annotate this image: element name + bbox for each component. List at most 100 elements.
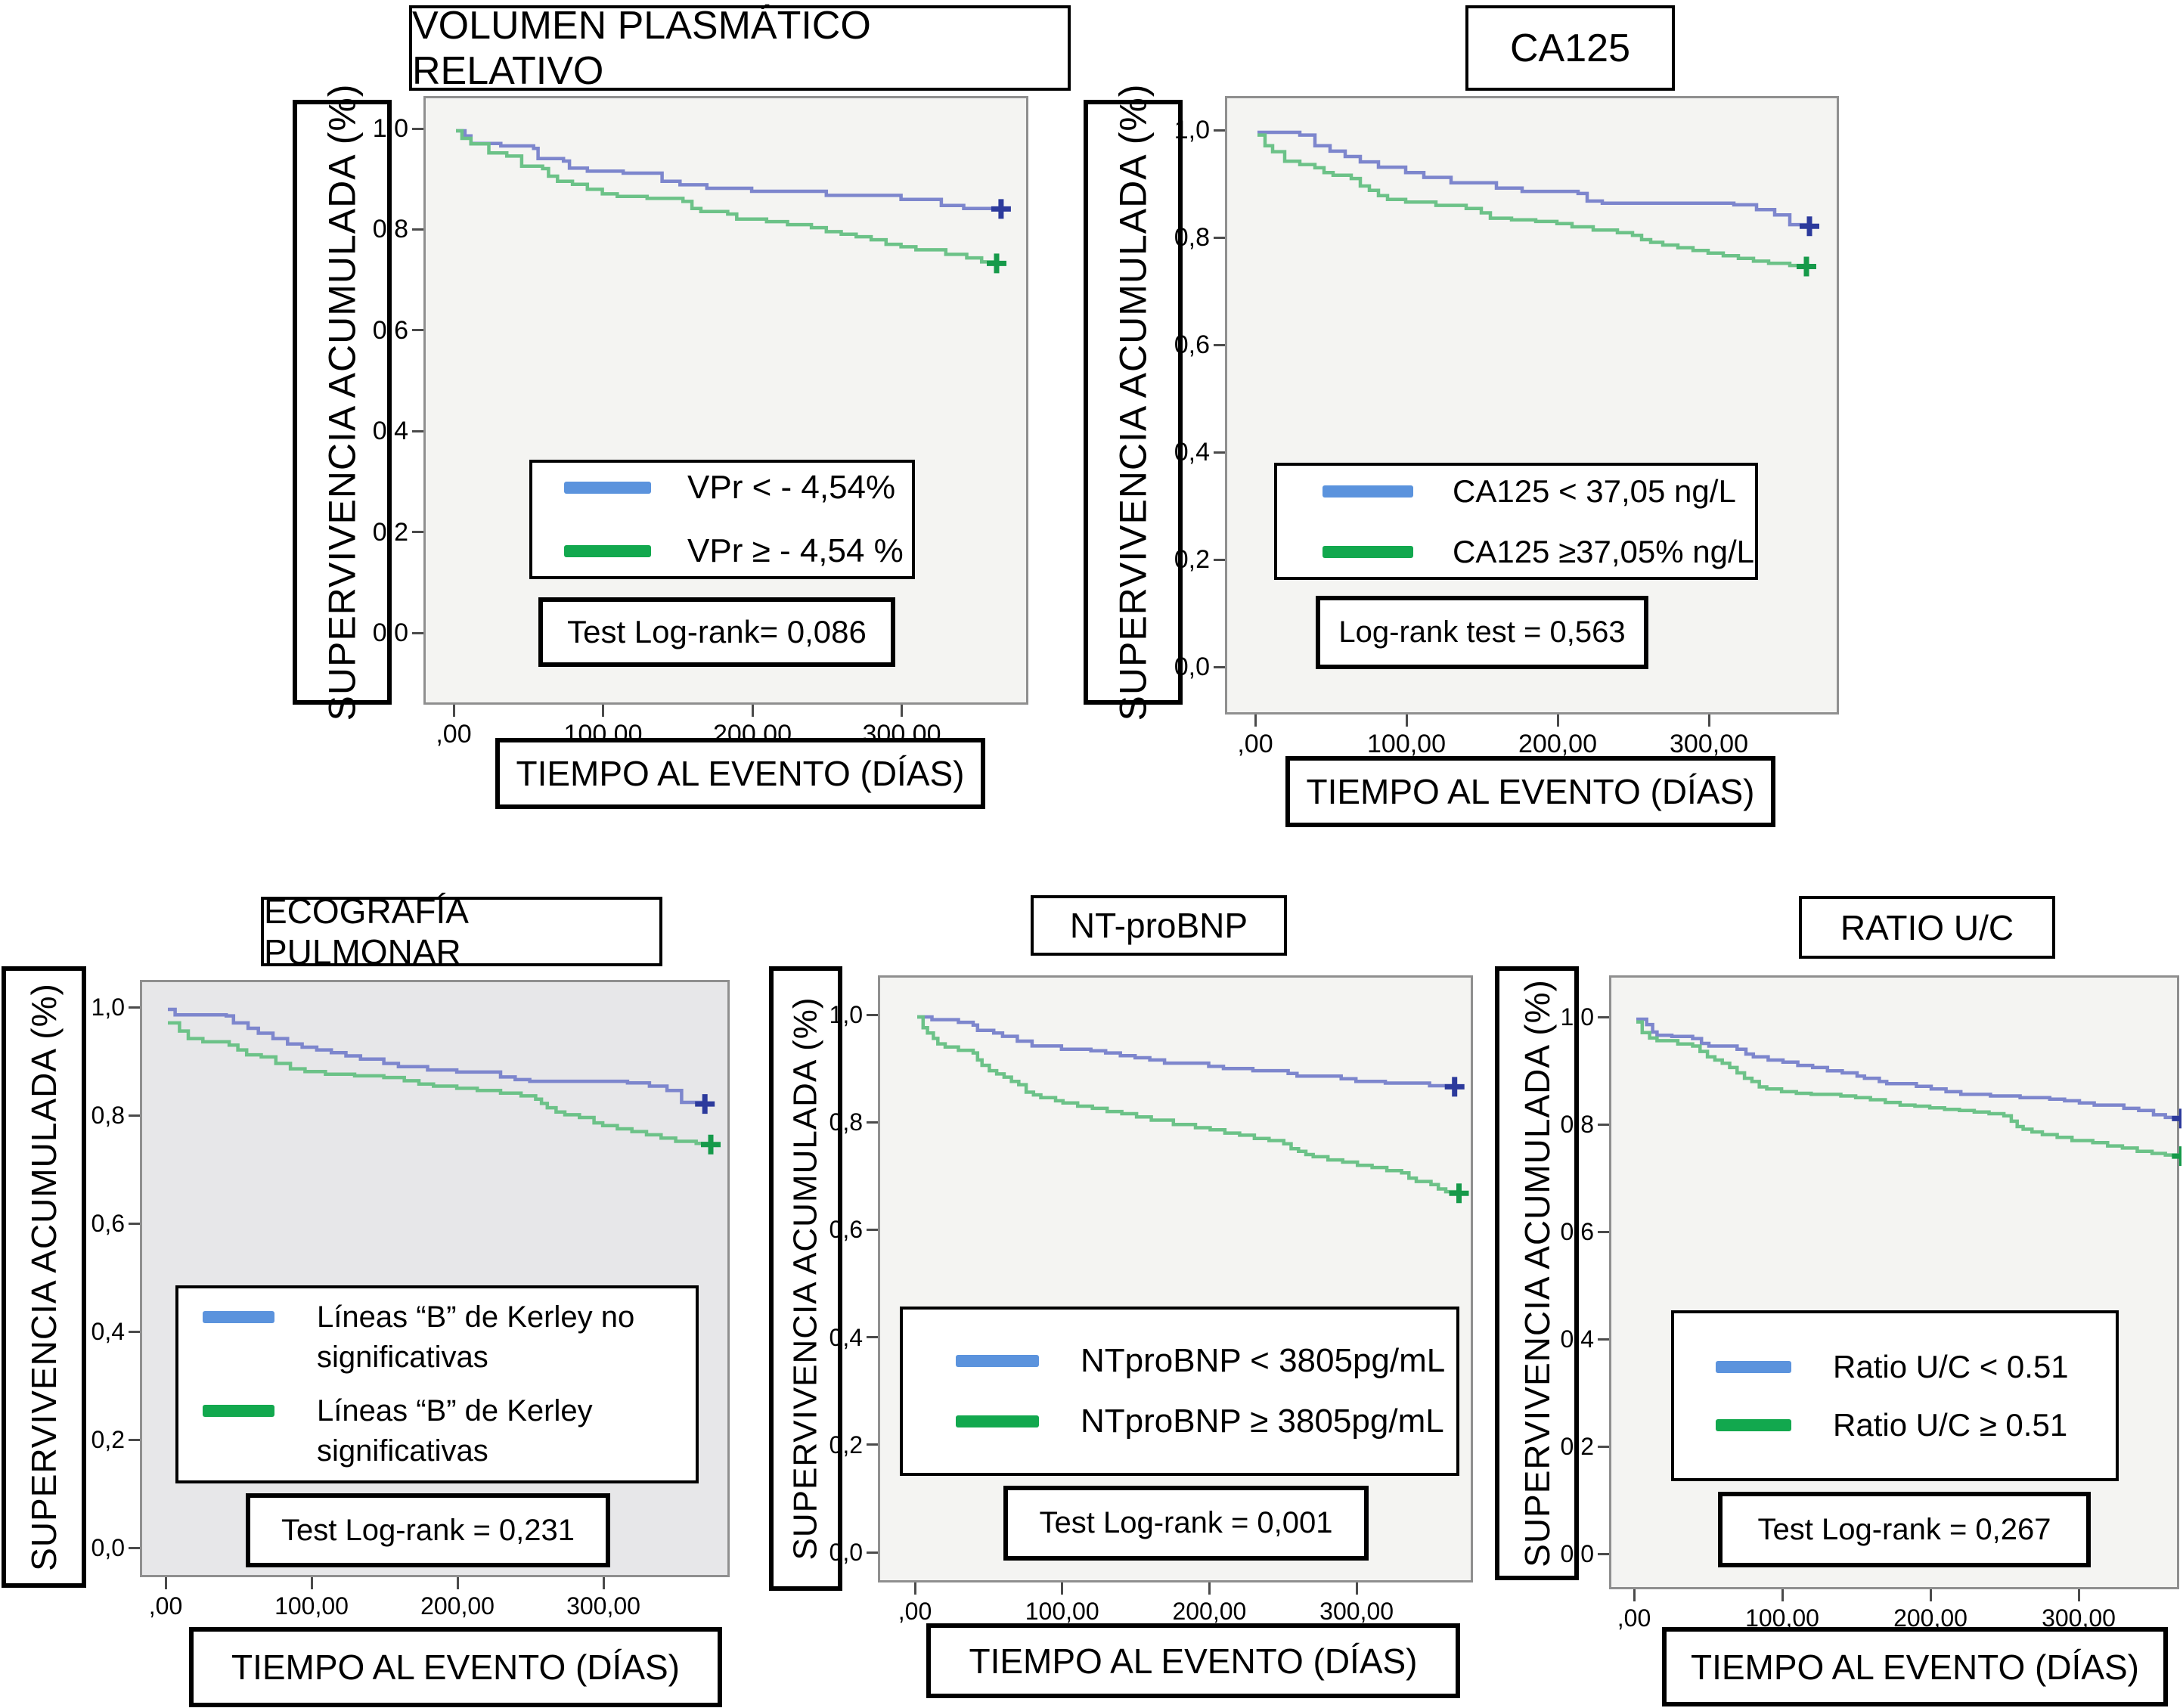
x-axis-label-box: TIEMPO AL EVENTO (DÍAS) <box>926 1623 1460 1698</box>
plot-svg <box>168 1007 721 1155</box>
x-tick-mark <box>1355 1582 1358 1595</box>
y-tick-mark <box>867 1551 878 1554</box>
legend-swatch-green <box>1716 1419 1791 1431</box>
log-rank-value: Test Log-rank = 0,267 <box>1757 1512 2051 1546</box>
y-tick-label: 0,0 <box>91 1534 125 1561</box>
x-tick-label: ,00 <box>436 720 472 749</box>
legend-label: Líneas “B” de Kerley significativas <box>317 1394 593 1468</box>
x-tick-mark <box>310 1577 313 1589</box>
legend-item: VPr ≥ - 4,54 % <box>532 529 912 573</box>
y-tick-label: 0,0 <box>372 618 408 647</box>
y-tick-mark <box>1214 343 1225 346</box>
y-tick-label: 0,8 <box>1560 1111 1594 1138</box>
chart-title: RATIO U/C <box>1840 907 2014 947</box>
legend-item: CA125 < 37,05 ng/L <box>1277 470 1755 512</box>
x-axis-label: TIEMPO AL EVENTO (DÍAS) <box>231 1648 680 1687</box>
survival-curve-green <box>456 129 999 264</box>
legend-item: VPr < - 4,54% <box>532 466 912 510</box>
y-tick-mark <box>412 631 423 634</box>
log-rank-value: Test Log-rank = 0,001 <box>1039 1506 1333 1539</box>
x-tick-label: 300,00 <box>1670 730 1748 758</box>
legend-label: CA125 < 37,05 ng/L <box>1453 473 1736 510</box>
censor-plus-marker-blue <box>2172 1108 2181 1129</box>
y-axis-label-box: SUPERVIVENCIA ACUMULADA (%) <box>769 966 842 1591</box>
x-tick-label: 100,00 <box>1367 730 1446 758</box>
x-tick-mark <box>1405 715 1408 727</box>
x-tick-label: 200,00 <box>1172 1598 1247 1625</box>
legend-swatch-green <box>203 1405 274 1417</box>
y-tick-label: 1,0 <box>829 1001 863 1028</box>
x-tick-mark <box>913 1582 916 1595</box>
legend-item: NTproBNP ≥ 3805pg/mL <box>903 1400 1456 1443</box>
x-axis-label-box: TIEMPO AL EVENTO (DÍAS) <box>1662 1627 2168 1706</box>
chart-title-box: ECOGRAFÍA PULMONAR <box>261 891 662 972</box>
y-tick-mark <box>867 1228 878 1231</box>
x-axis-label: TIEMPO AL EVENTO (DÍAS) <box>1690 1647 2139 1687</box>
x-tick-label: 200,00 <box>1893 1604 1967 1632</box>
legend-label: Ratio U/C < 0.51 <box>1833 1348 2069 1384</box>
y-tick-label: 1,0 <box>1560 1003 1594 1031</box>
plot-svg <box>917 1015 1469 1204</box>
survival-curve-blue <box>168 1007 707 1105</box>
y-tick-label: 0,6 <box>372 315 408 345</box>
x-tick-label: 100,00 <box>1025 1598 1099 1625</box>
legend: CA125 < 37,05 ng/L CA125 ≥37,05% ng/L <box>1274 463 1758 580</box>
y-tick-label: 0,2 <box>829 1431 863 1458</box>
y-tick-label: 0,8 <box>372 215 408 244</box>
x-tick-label: 300,00 <box>566 1592 640 1620</box>
y-tick-mark <box>1598 1123 1609 1126</box>
y-tick-label: 0,4 <box>1560 1325 1594 1353</box>
y-tick-label: 0,8 <box>1174 223 1210 252</box>
x-tick-mark <box>1254 715 1257 727</box>
y-tick-mark <box>129 1114 140 1117</box>
legend-label: NTproBNP < 3805pg/mL <box>1081 1341 1446 1379</box>
x-axis-label-box: TIEMPO AL EVENTO (DÍAS) <box>1285 756 1775 827</box>
censor-plus-marker-green <box>1797 256 1816 277</box>
chart-title: VOLUMEN PLASMÁTICO RELATIVO <box>412 3 871 93</box>
legend: Ratio U/C < 0.51 Ratio U/C ≥ 0.51 <box>1671 1310 2119 1481</box>
legend-swatch-blue <box>564 481 651 494</box>
x-tick-mark <box>602 1577 605 1589</box>
y-tick-mark <box>1214 451 1225 454</box>
chart-title-box: CA125 <box>1465 5 1675 91</box>
x-tick-mark <box>164 1577 167 1589</box>
x-axis-label-box: TIEMPO AL EVENTO (DÍAS) <box>495 738 985 809</box>
y-tick-mark <box>1598 1552 1609 1555</box>
y-tick-mark <box>867 1013 878 1016</box>
legend-swatch-blue <box>203 1311 274 1324</box>
y-tick-mark <box>129 1330 140 1333</box>
censor-plus-marker-green <box>1449 1183 1469 1204</box>
log-rank-box: Test Log-rank= 0,086 <box>538 597 895 667</box>
y-tick-label: 0,4 <box>372 417 408 446</box>
x-tick-mark <box>1707 715 1710 727</box>
legend-label: NTproBNP ≥ 3805pg/mL <box>1081 1403 1444 1440</box>
legend-label: VPr < - 4,54% <box>687 468 896 506</box>
y-tick-mark <box>1214 236 1225 239</box>
x-tick-mark <box>602 705 604 717</box>
plot-area <box>1609 975 2181 1589</box>
legend-swatch-blue <box>1716 1360 1791 1373</box>
chart-title: NT-proBNP <box>1069 906 1248 945</box>
y-tick-mark <box>129 1438 140 1441</box>
x-axis-label: TIEMPO AL EVENTO (DÍAS) <box>969 1641 1418 1681</box>
log-rank-value: Test Log-rank = 0,231 <box>281 1513 575 1547</box>
y-tick-mark <box>412 127 423 130</box>
y-tick-mark <box>412 329 423 332</box>
x-tick-mark <box>452 705 455 717</box>
x-axis-label: TIEMPO AL EVENTO (DÍAS) <box>516 754 965 793</box>
y-axis-label-box: SUPERVIVENCIA ACUMULADA (%) <box>1495 966 1579 1580</box>
legend-label: VPr ≥ - 4,54 % <box>687 532 904 569</box>
y-tick-label: 0,6 <box>91 1210 125 1237</box>
chart-title: ECOGRAFÍA PULMONAR <box>264 891 467 972</box>
y-axis-label-box: SUPERVIVENCIA ACUMULADA (%) <box>2 966 86 1588</box>
y-tick-mark <box>1214 665 1225 668</box>
legend-swatch-blue <box>1323 485 1413 498</box>
y-tick-label: 1,0 <box>372 114 408 143</box>
legend-item: Líneas “B” de Kerley significativas <box>178 1391 696 1471</box>
y-axis-label: SUPERVIVENCIA ACUMULADA (%) <box>1517 979 1557 1567</box>
legend-swatch-green <box>1323 545 1413 558</box>
y-tick-label: 0,6 <box>1560 1218 1594 1245</box>
legend-item: Líneas “B” de Kerley no significativas <box>178 1297 696 1378</box>
survival-curve-blue <box>1636 1017 2181 1120</box>
